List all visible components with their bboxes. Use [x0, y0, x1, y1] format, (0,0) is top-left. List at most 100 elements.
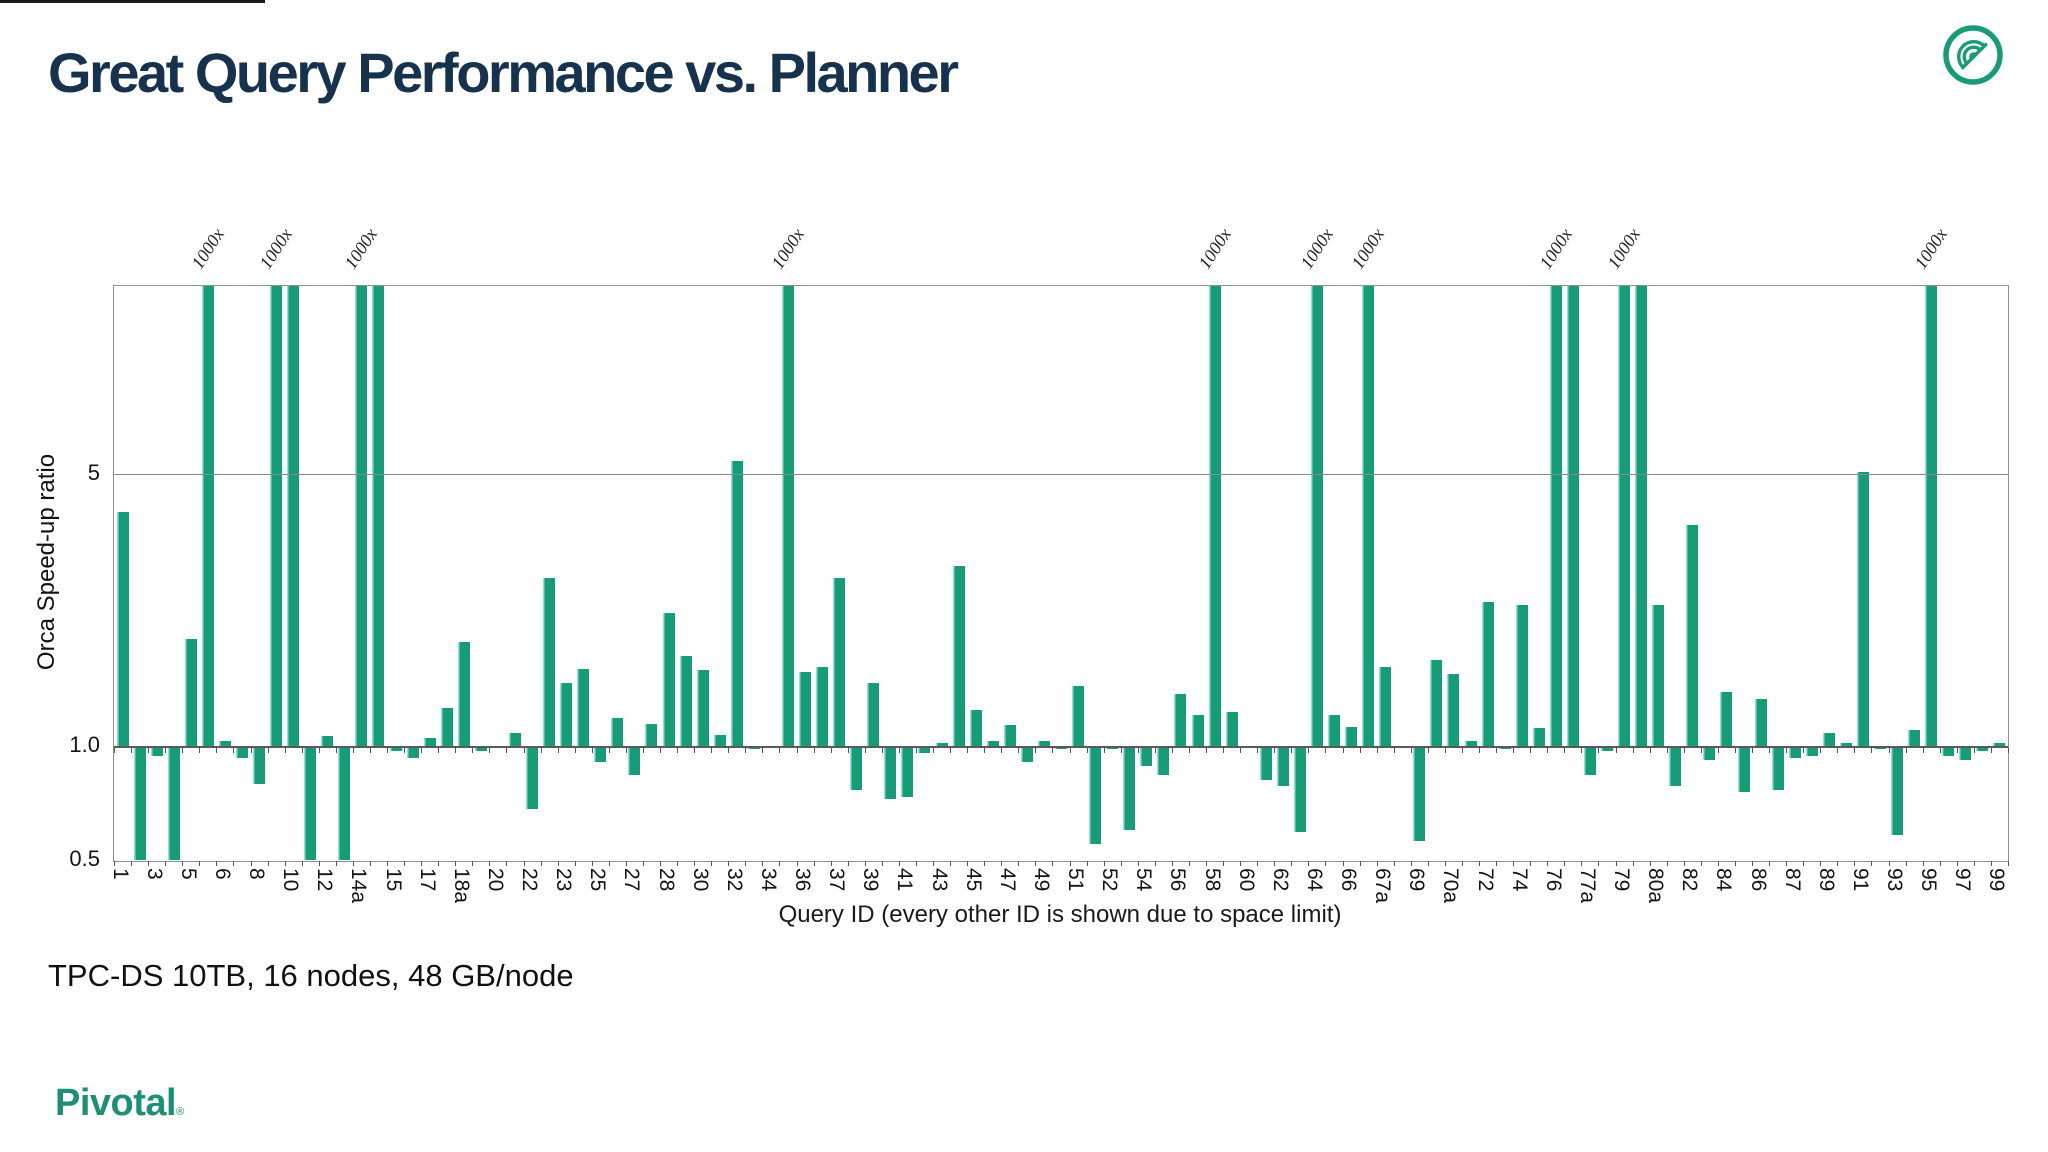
bar: [1601, 746, 1613, 751]
bar: [168, 746, 180, 860]
axis-tick: [1206, 861, 1207, 866]
bar: [1123, 746, 1135, 830]
axis-tick: [626, 861, 627, 866]
bar: [901, 746, 913, 797]
bar: [134, 746, 146, 860]
bar: [424, 738, 436, 746]
bar: [782, 286, 794, 746]
x-tick-label: 54: [1132, 868, 1155, 892]
x-axis-title: Query ID (every other ID is shown due to…: [778, 901, 1342, 928]
axis-tick: [1701, 861, 1702, 866]
axis-tick: [1923, 748, 1924, 753]
axis-tick: [984, 861, 985, 866]
bar: [1891, 746, 1903, 835]
axis-tick: [1701, 748, 1702, 753]
axis-tick: [592, 861, 593, 866]
axis-tick: [1070, 748, 1071, 753]
bar: [202, 286, 214, 746]
x-tick-label: 99: [1985, 868, 2008, 892]
x-tick-label: 97: [1951, 868, 1974, 892]
axis-tick: [1155, 861, 1156, 866]
bar: [458, 642, 470, 746]
axis-tick: [319, 748, 320, 753]
axis-tick: [643, 861, 644, 866]
x-tick-label: 22: [518, 868, 541, 892]
axis-tick: [592, 748, 593, 753]
axis-tick: [950, 748, 951, 753]
bar: [1157, 746, 1169, 775]
axis-tick: [285, 748, 286, 753]
axis-tick: [762, 748, 763, 753]
axis-tick: [1343, 748, 1344, 753]
axis-tick: [353, 861, 354, 866]
axis-tick: [165, 748, 166, 753]
axis-tick: [233, 861, 234, 866]
registered-mark: ®: [176, 1106, 184, 1118]
axis-tick: [848, 861, 849, 866]
axis-tick: [302, 748, 303, 753]
bar: [663, 613, 675, 746]
axis-tick: [1650, 748, 1651, 753]
bar: [355, 286, 367, 746]
bar: [1550, 286, 1562, 746]
axis-tick: [1735, 748, 1736, 753]
bar: [1311, 286, 1323, 746]
axis-tick: [1633, 861, 1634, 866]
axis-tick: [1974, 861, 1975, 866]
axis-tick: [779, 748, 780, 753]
x-tick-label: 95: [1917, 868, 1940, 892]
axis-tick: [1530, 748, 1531, 753]
axis-tick: [1223, 748, 1224, 753]
axis-tick: [1513, 861, 1514, 866]
axis-tick: [899, 861, 900, 866]
axis-tick: [1889, 748, 1890, 753]
x-tick-label: 12: [313, 868, 336, 892]
axis-tick: [1940, 861, 1941, 866]
x-tick-label: 39: [859, 868, 882, 892]
axis-tick: [677, 748, 678, 753]
x-tick-label: 70a: [1439, 868, 1462, 904]
axis-tick: [1001, 861, 1002, 866]
axis-tick: [1070, 861, 1071, 866]
axis-tick: [711, 861, 712, 866]
axis-tick: [1974, 748, 1975, 753]
axis-tick: [285, 861, 286, 866]
x-tick-label: 60: [1235, 868, 1258, 892]
axis-tick: [1377, 861, 1378, 866]
axis-tick: [1189, 861, 1190, 866]
bar: [1669, 746, 1681, 786]
axis-tick: [1445, 861, 1446, 866]
axis-tick: [1769, 861, 1770, 866]
axis-tick: [472, 861, 473, 866]
x-tick-label: 58: [1201, 868, 1224, 892]
bar: [1294, 746, 1306, 832]
bar: [1806, 746, 1818, 756]
axis-tick: [711, 748, 712, 753]
x-tick-label: 84: [1712, 868, 1735, 892]
axis-tick: [1496, 861, 1497, 866]
bar: [918, 746, 930, 753]
x-tick-label: 67a: [1371, 868, 1394, 904]
bar: [628, 746, 640, 775]
bar: [953, 566, 965, 746]
bar: [1976, 746, 1988, 751]
x-tick-label: 80a: [1644, 868, 1667, 904]
bar: [236, 746, 248, 758]
clipped-bar-annotation: 1000x: [1296, 224, 1338, 273]
axis-tick: [728, 861, 729, 866]
axis-tick: [199, 861, 200, 866]
axis-tick: [967, 748, 968, 753]
axis-tick: [1104, 861, 1105, 866]
axis-tick: [1257, 861, 1258, 866]
axis-tick: [1138, 748, 1139, 753]
axis-tick: [882, 748, 883, 753]
x-tick-label: 74: [1508, 868, 1531, 892]
clipped-bar-annotation: 1000x: [767, 224, 809, 273]
clipped-bar-annotation: 1000x: [1347, 224, 1389, 273]
bar: [1755, 699, 1767, 746]
axis-tick: [387, 861, 388, 866]
axis-tick: [1530, 861, 1531, 866]
x-tick-label: 66: [1337, 868, 1360, 892]
bar: [304, 746, 316, 860]
